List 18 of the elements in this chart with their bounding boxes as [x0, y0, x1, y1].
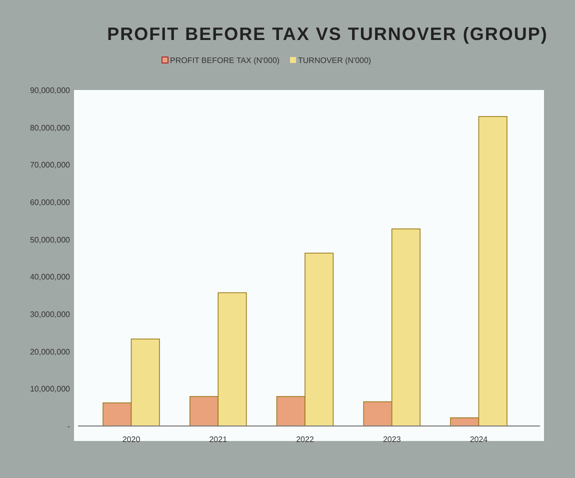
x-tick-label: 2024 — [470, 435, 488, 444]
x-tick-label: 2023 — [382, 435, 402, 444]
y-tick-label: 10,000,000 — [30, 384, 71, 394]
y-tick-label: 80,000,000 — [30, 123, 71, 132]
y-tick-label: 30,000,000 — [30, 310, 71, 319]
legend-label: TURNOVER (N'000) — [298, 56, 372, 65]
y-tick-label: 60,000,000 — [30, 198, 71, 207]
y-tick-label: 20,000,000 — [30, 347, 71, 356]
y-tick-label: 70,000,000 — [30, 160, 71, 170]
y-tick-label: 90,000,000 — [30, 86, 71, 95]
y-tick-label: - — [67, 422, 70, 431]
y-tick-label: 40,000,000 — [30, 272, 71, 282]
chart-title: PROFIT BEFORE TAX VS TURNOVER (GROUP) — [107, 24, 548, 44]
y-tick-label: 50,000,000 — [30, 235, 71, 244]
x-tick-label: 2020 — [122, 435, 141, 444]
x-tick-label: 2022 — [296, 435, 314, 444]
x-tick-label: 2021 — [209, 435, 228, 444]
legend-label: PROFIT BEFORE TAX (N'000) — [170, 56, 280, 65]
